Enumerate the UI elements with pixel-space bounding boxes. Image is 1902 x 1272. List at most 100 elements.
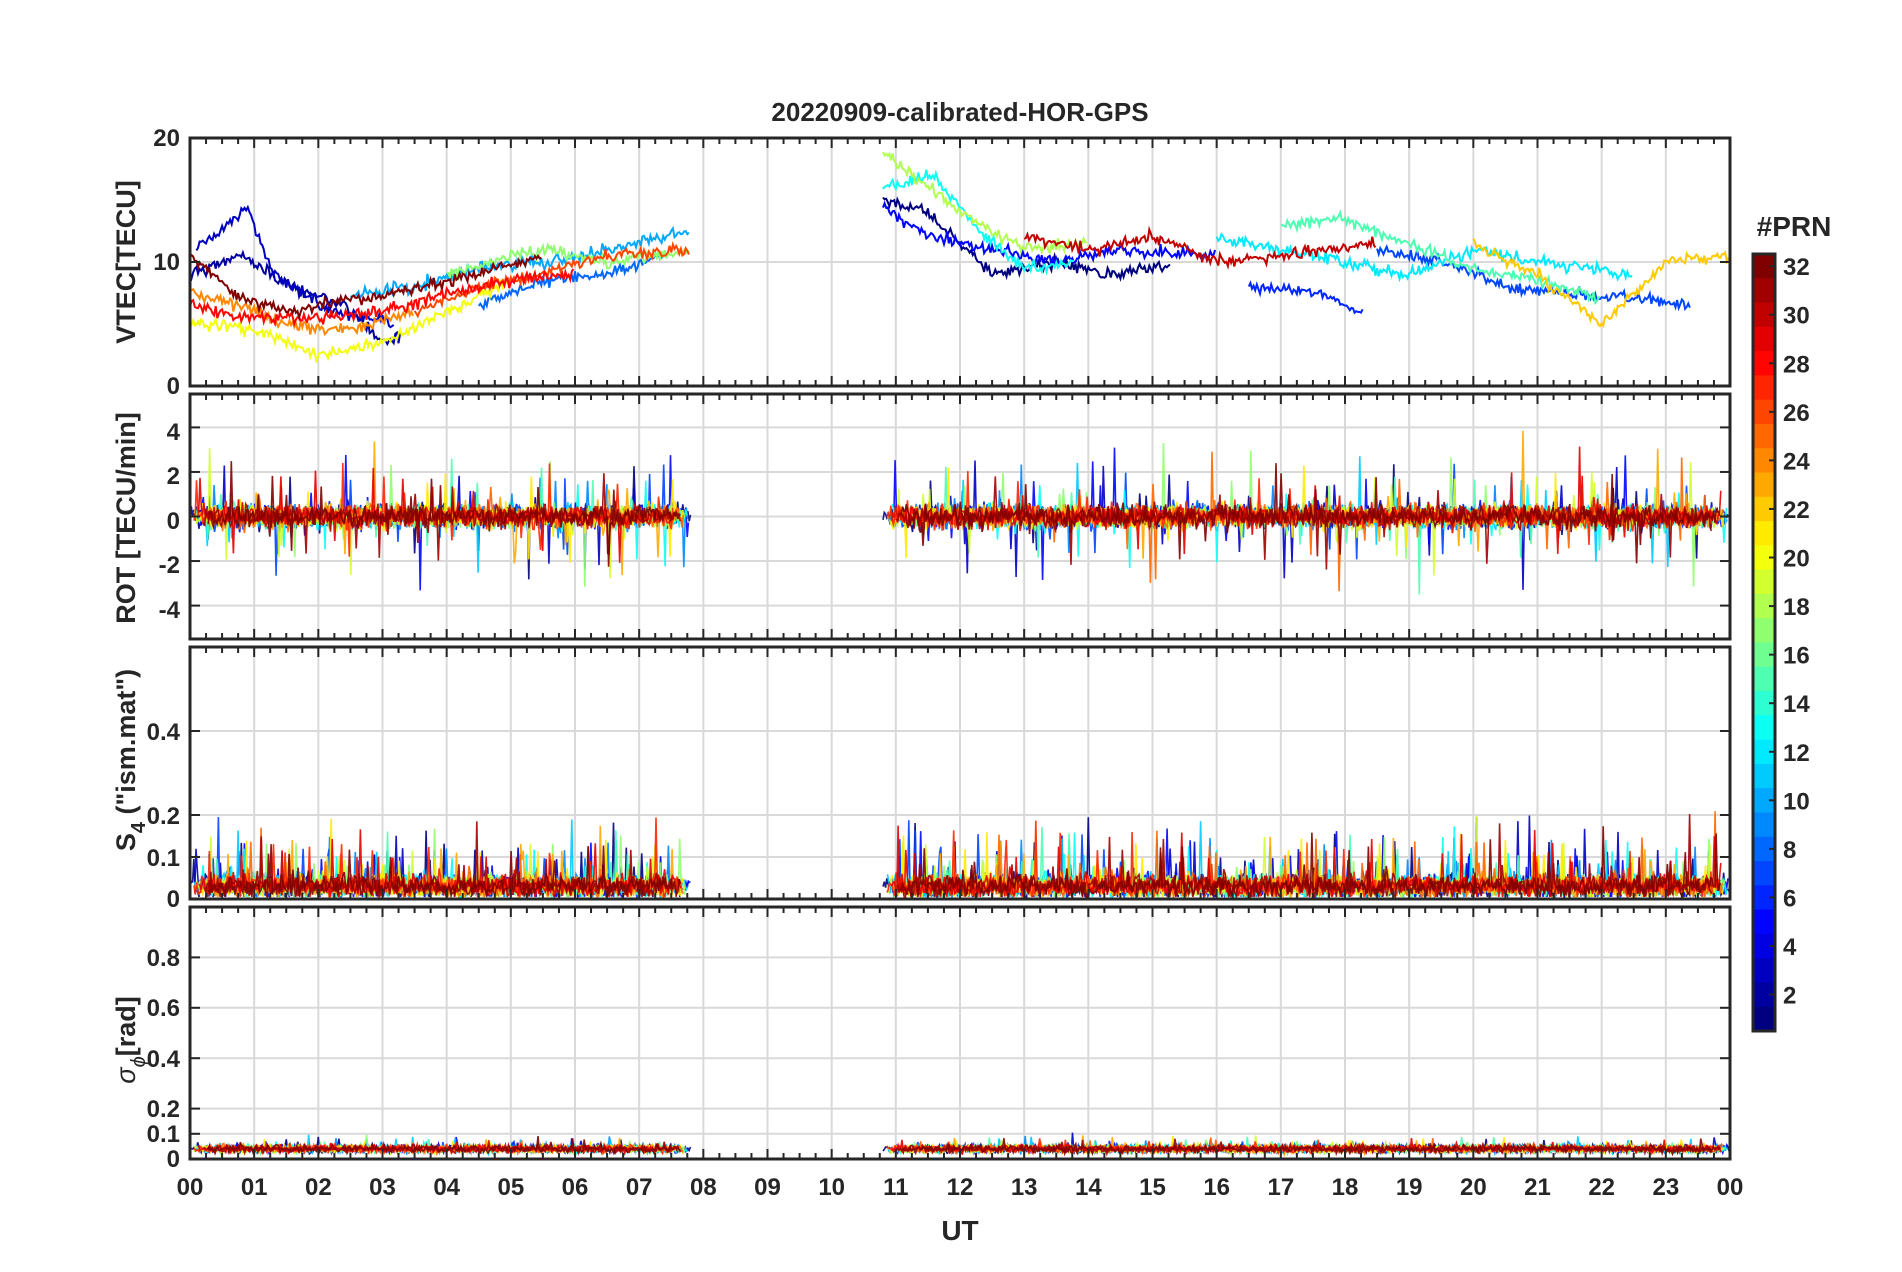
panel-grid — [190, 138, 1730, 386]
x-axis-label: UT — [941, 1215, 978, 1246]
colorbar-tick-label: 22 — [1783, 497, 1810, 524]
xtick-label: 00 — [1717, 1174, 1744, 1201]
xtick-label: 04 — [433, 1174, 460, 1201]
xtick-label: 19 — [1396, 1174, 1423, 1201]
ytick-label: 0.6 — [147, 995, 180, 1022]
xtick-label: 01 — [241, 1174, 268, 1201]
vtec-line-prn-30 — [1023, 225, 1377, 270]
panel-grid — [190, 907, 1730, 1159]
xtick-label: 23 — [1652, 1174, 1679, 1201]
colorbar-cell — [1753, 1006, 1775, 1032]
colorbar-tick-label: 28 — [1783, 351, 1810, 378]
xtick-label: 13 — [1011, 1174, 1038, 1201]
series-prn-29 — [197, 467, 682, 563]
xtick-label: 21 — [1524, 1174, 1551, 1201]
series-group — [190, 151, 1730, 363]
series-prn-29 — [890, 446, 1722, 555]
x-tick-labels: 00 01 02 03 04 05 06 07 08 09 10 11 12 13 14 15 16 17 18 19… — [177, 1174, 1744, 1201]
vtec-line-prn-22 — [1472, 238, 1730, 328]
xtick-label: 17 — [1267, 1174, 1294, 1201]
ylabel-sigma: σϕ[rad] — [111, 996, 150, 1083]
ytick-label: -2 — [159, 552, 180, 579]
xtick-label: 20 — [1460, 1174, 1487, 1201]
colorbar-cell — [1753, 302, 1775, 328]
colorbar-tick-label: 10 — [1783, 788, 1810, 815]
colorbar-cell — [1753, 351, 1775, 376]
colorbar-cell — [1753, 521, 1775, 546]
series-prn-32 — [207, 461, 681, 567]
ylabel-rest: ("ism.mat") — [111, 669, 141, 822]
colorbar-cell — [1753, 812, 1775, 838]
xtick-label: 00 — [177, 1174, 204, 1201]
panel-rot: 4 2 0 -2 -4 ROT [TECU/min] — [111, 392, 1732, 641]
xtick-label: 03 — [369, 1174, 396, 1201]
tick-group — [189, 394, 1731, 639]
colorbar-cell — [1753, 666, 1775, 692]
vtec-line-prn-28 — [190, 267, 575, 328]
ylabel-main: σ — [111, 1066, 141, 1084]
vtec-line-prn-24 — [190, 287, 414, 337]
colorbar-title: #PRN — [1757, 211, 1832, 242]
xtick-label: 18 — [1332, 1174, 1359, 1201]
colorbar-tick-label: 12 — [1783, 740, 1810, 767]
colorbar-tick-label: 2 — [1783, 983, 1796, 1010]
colorbar-cell — [1753, 885, 1775, 911]
colorbar-cell — [1753, 909, 1775, 935]
colorbar-cell — [1753, 423, 1775, 449]
panel-vtec: 20 10 0 VTEC[TECU] — [111, 125, 1732, 400]
xtick-label: 06 — [562, 1174, 589, 1201]
series-prn-32 — [900, 1138, 1721, 1157]
colorbar-tick-label: 14 — [1783, 691, 1810, 718]
chart-title: 20220909-calibrated-HOR-GPS — [771, 97, 1148, 127]
xtick-label: 12 — [947, 1174, 974, 1201]
colorbar-tick-label: 20 — [1783, 546, 1810, 573]
colorbar-tick-label: 24 — [1783, 448, 1810, 475]
xtick-label: 14 — [1075, 1174, 1102, 1201]
colorbar-cell — [1753, 496, 1775, 522]
vtec-line-prn-26 — [413, 241, 690, 319]
colorbar-tick-label: 32 — [1783, 254, 1810, 281]
colorbar-cell — [1753, 326, 1775, 352]
colorbar-tick-label: 30 — [1783, 303, 1810, 330]
series-group — [190, 811, 1730, 899]
colorbar-cell — [1753, 861, 1775, 886]
ytick-label: 0.4 — [147, 719, 181, 746]
colorbar-cell — [1753, 448, 1775, 474]
colorbar-cell — [1753, 618, 1775, 643]
ytick-label: 0.1 — [147, 1121, 180, 1148]
colorbar-cell — [1753, 958, 1775, 983]
colorbar-cell — [1753, 593, 1775, 619]
tick-group — [189, 647, 1731, 900]
series-group — [190, 1132, 1730, 1158]
colorbar-cell — [1753, 254, 1775, 279]
series-prn-31 — [203, 821, 673, 899]
colorbar-cell — [1753, 545, 1775, 571]
xtick-label: 02 — [305, 1174, 332, 1201]
xtick-label: 15 — [1139, 1174, 1166, 1201]
xtick-label: 07 — [626, 1174, 653, 1201]
colorbar-cell — [1753, 278, 1775, 304]
colorbar-cells — [1753, 254, 1775, 1032]
ytick-label: 0 — [167, 886, 180, 913]
colorbar-cell — [1753, 642, 1775, 668]
colorbar-tick-label: 4 — [1783, 934, 1797, 961]
ylabel-vtec: VTEC[TECU] — [111, 180, 141, 344]
colorbar-frame — [1751, 252, 1777, 1033]
colorbar-cell — [1753, 763, 1775, 789]
vtec-line-prn-7 — [1376, 243, 1691, 312]
xtick-label: 09 — [754, 1174, 781, 1201]
vtec-line-prn-6 — [1247, 280, 1364, 315]
series-group — [190, 430, 1730, 595]
ytick-label: 0 — [167, 373, 180, 400]
vtec-line-prn-20 — [190, 277, 510, 363]
series-prn-32 — [900, 826, 1721, 899]
ytick-label: 2 — [167, 463, 180, 490]
colorbar-tick-label: 18 — [1783, 594, 1810, 621]
tick-group — [189, 907, 1731, 1160]
ylabel-subscript: 4 — [128, 821, 150, 833]
vtec-line-prn-12 — [1215, 232, 1633, 283]
xtick-label: 11 — [883, 1174, 908, 1201]
ylabel-subscript: ϕ — [128, 1056, 150, 1067]
colorbar-tick-label: 6 — [1783, 885, 1796, 912]
